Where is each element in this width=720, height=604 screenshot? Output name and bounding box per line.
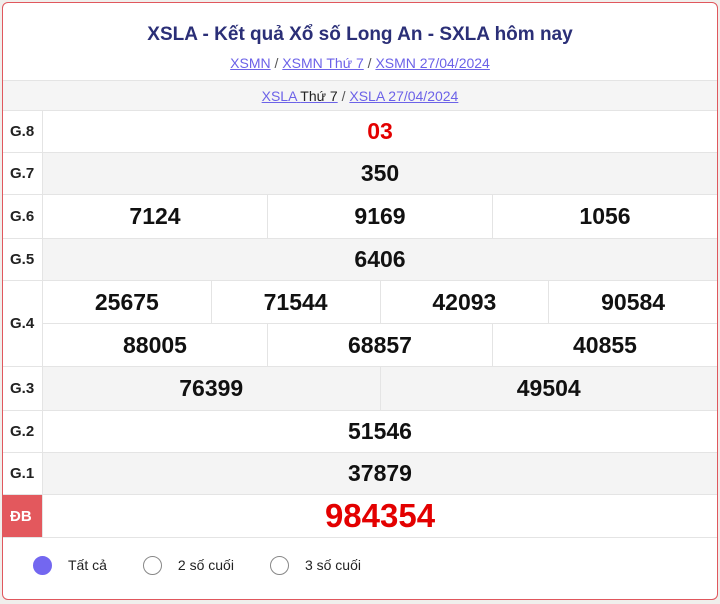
link-xsla-thu7[interactable]: XSLA Thứ 7 [262, 88, 338, 104]
prize-row: G.4 25675 71544 42093 90584 88005 68857 40855 [3, 281, 717, 367]
sub-nav: XSLA Thứ 7 / XSLA 27/04/2024 [3, 81, 717, 111]
prize-number: 88005 [123, 331, 187, 358]
prize-label: G.8 [3, 111, 43, 152]
prize-row: G.3 76399 49504 [3, 367, 717, 411]
prize-number: 984354 [324, 497, 436, 534]
filter-all[interactable]: Tất cả [33, 555, 107, 575]
prize-row: ĐB 984354 [3, 495, 717, 538]
filter-label: 3 số cuối [304, 557, 361, 573]
results-table: G.8 03 G.7 350 G.6 7124 9169 1056 G.5 6406 G.4 2567… [3, 111, 717, 538]
filter-label: 2 số cuối [177, 557, 234, 573]
prize-label: G.1 [3, 453, 43, 494]
prize-number: 9169 [267, 195, 492, 238]
prize-number: 90584 [548, 281, 717, 323]
link-suffix: Thứ 7 [300, 88, 338, 104]
prize-number: 37879 [348, 460, 412, 486]
prize-label: G.7 [3, 153, 43, 194]
breadcrumb: XSMN / XSMN Thứ 7 / XSMN 27/04/2024 [3, 55, 717, 71]
prize-row: G.7 350 [3, 153, 717, 195]
prize-number: 51546 [348, 418, 412, 444]
link-xsla-date[interactable]: XSLA 27/04/2024 [349, 88, 459, 104]
prize-number: 03 [367, 118, 393, 144]
prize-number: 71544 [210, 281, 380, 323]
prize-row: G.5 6406 [3, 239, 717, 281]
prize-number: 49504 [379, 367, 718, 410]
page-title: XSLA - Kết quả Xổ số Long An - SXLA hôm … [147, 24, 573, 45]
prize-number: 1056 [492, 195, 717, 238]
prize-number: 7124 [129, 203, 181, 229]
digit-filter: Tất cả 2 số cuối 3 số cuối [3, 538, 717, 592]
filter-label: Tất cả [68, 557, 107, 573]
radio-selected[interactable] [33, 555, 52, 575]
prize-label: G.5 [3, 239, 43, 280]
prize-label: G.3 [3, 367, 43, 410]
prize-label: G.6 [3, 195, 43, 238]
filter-last-3[interactable]: 3 số cuối [269, 555, 361, 575]
radio[interactable] [142, 555, 162, 575]
radio[interactable] [269, 555, 289, 575]
prize-row: G.8 03 [3, 111, 717, 153]
prize-number: 350 [360, 160, 400, 186]
prize-label: G.2 [3, 411, 43, 452]
prize-number: 76399 [179, 375, 244, 401]
separator: / [367, 55, 372, 71]
prize-label: ĐB [3, 495, 43, 537]
separator: / [274, 55, 279, 71]
prize-number: 40855 [492, 324, 717, 366]
prize-number: 68857 [267, 324, 492, 366]
prize-row: G.2 51546 [3, 411, 717, 453]
prize-number: 6406 [354, 246, 406, 272]
breadcrumb-xsmn-date[interactable]: XSMN 27/04/2024 [375, 55, 490, 71]
filter-last-2[interactable]: 2 số cuối [142, 555, 234, 575]
breadcrumb-xsmn[interactable]: XSMN [230, 55, 271, 71]
breadcrumb-xsmn-thu7[interactable]: XSMN Thứ 7 [282, 55, 364, 71]
prize-label: G.4 [3, 281, 43, 366]
prize-row: G.6 7124 9169 1056 [3, 195, 717, 239]
prize-row: G.1 37879 [3, 453, 717, 495]
prize-number: 42093 [379, 281, 549, 323]
link-prefix: XSLA [261, 88, 297, 104]
prize-number: 25675 [94, 288, 159, 315]
separator: / [341, 88, 346, 104]
header: XSLA - Kết quả Xổ số Long An - SXLA hôm … [3, 3, 717, 81]
